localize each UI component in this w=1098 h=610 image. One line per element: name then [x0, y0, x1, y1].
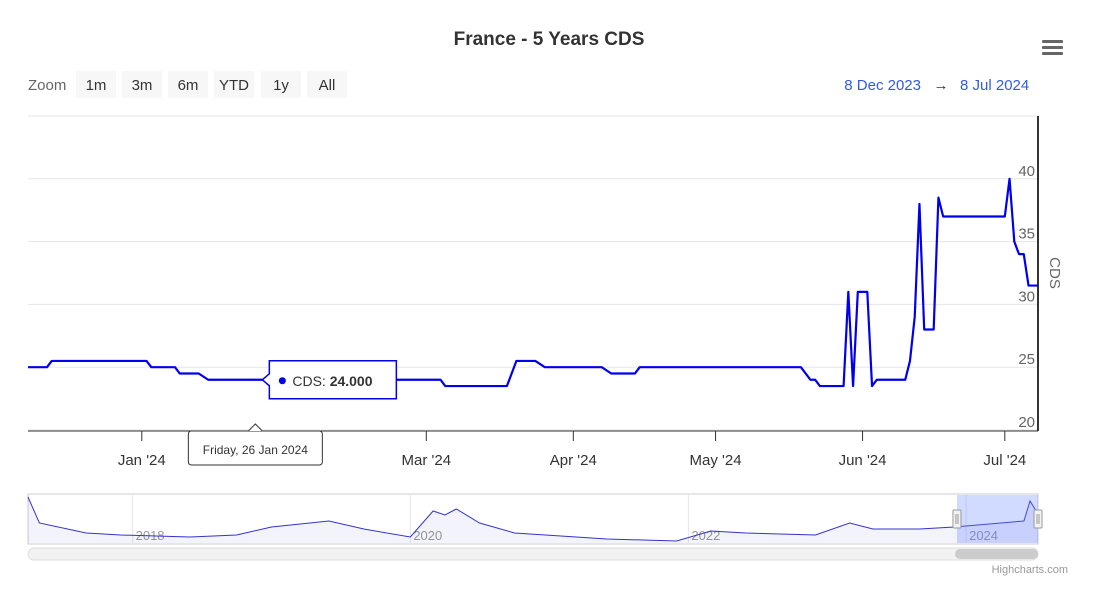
range-button[interactable]: 1y [261, 71, 301, 98]
y-tick-label: 20 [1018, 414, 1035, 431]
x-tick-label: Jun '24 [839, 452, 887, 469]
y-tick-label: 35 [1018, 226, 1035, 243]
y-axis-title: CDS [1046, 257, 1063, 289]
range-button-bg [122, 71, 162, 98]
navigator-area [28, 497, 1038, 543]
y-tick-label: 25 [1018, 351, 1035, 368]
range-button-bg [261, 71, 301, 98]
x-tooltip: Friday, 26 Jan 2024 [187, 423, 323, 466]
x-tooltip-label: Friday, 26 Jan 2024 [203, 443, 309, 457]
x-tick-label: Jan '24 [118, 452, 166, 469]
range-button-bg [168, 71, 208, 98]
range-button-label: 1m [86, 77, 107, 94]
range-button-bg [76, 71, 116, 98]
tooltip-sep: : [322, 373, 330, 389]
tooltip-text: CDS: 24.000 [292, 373, 372, 389]
range-button[interactable]: 1m [76, 71, 116, 98]
range-button[interactable]: All [307, 71, 347, 98]
tooltip-value: 24.000 [330, 373, 373, 389]
x-tick-label: Apr '24 [550, 452, 597, 469]
tooltip-marker [278, 377, 286, 385]
range-button-bg [307, 71, 347, 98]
navigator-tick-label: 2022 [691, 528, 720, 543]
scrollbar-thumb[interactable] [955, 549, 1038, 559]
menu-bar [1042, 46, 1063, 49]
zoom-label: Zoom [28, 77, 66, 94]
range-button-label: 3m [132, 77, 153, 94]
range-button-label: 1y [273, 77, 289, 94]
range-arrow: → [934, 77, 949, 94]
range-button[interactable]: 3m [122, 71, 162, 98]
range-button[interactable]: 6m [168, 71, 208, 98]
y-tick-label: 40 [1018, 163, 1035, 180]
x-tick-label: Jul '24 [983, 452, 1026, 469]
range-button-label: YTD [219, 77, 249, 94]
range-button-bg [214, 71, 254, 98]
navigator-mask [956, 495, 1038, 543]
range-button-label: 6m [178, 77, 199, 94]
data-line [28, 177, 1038, 388]
navigator-frame [27, 493, 1039, 545]
menu-bar [1042, 52, 1063, 55]
range-to[interactable]: 8 Jul 2024 [960, 77, 1029, 94]
navigator-handle[interactable] [1033, 509, 1043, 529]
y-tick-label: 30 [1018, 288, 1035, 305]
navigator-tick-label: 2020 [413, 528, 442, 543]
x-tick-label: May '24 [690, 452, 742, 469]
x-tooltip-arrow [247, 423, 263, 432]
menu-button[interactable] [1042, 40, 1063, 55]
range-from[interactable]: 8 Dec 2023 [844, 77, 921, 94]
tooltip-box [261, 360, 398, 400]
tooltip-series: CDS [292, 373, 322, 389]
navigator-handle[interactable] [952, 509, 962, 529]
x-tick-label: Mar '24 [402, 452, 452, 469]
credits[interactable]: Highcharts.com [992, 564, 1068, 576]
navigator-line [27, 496, 1039, 542]
chart-title: France - 5 Years CDS [454, 29, 645, 50]
scrollbar-track[interactable] [27, 547, 1039, 561]
range-button-label: All [319, 77, 336, 94]
menu-bar [1042, 40, 1063, 43]
navigator-tick-label: 2024 [969, 528, 998, 543]
range-button[interactable]: YTD [214, 71, 254, 98]
